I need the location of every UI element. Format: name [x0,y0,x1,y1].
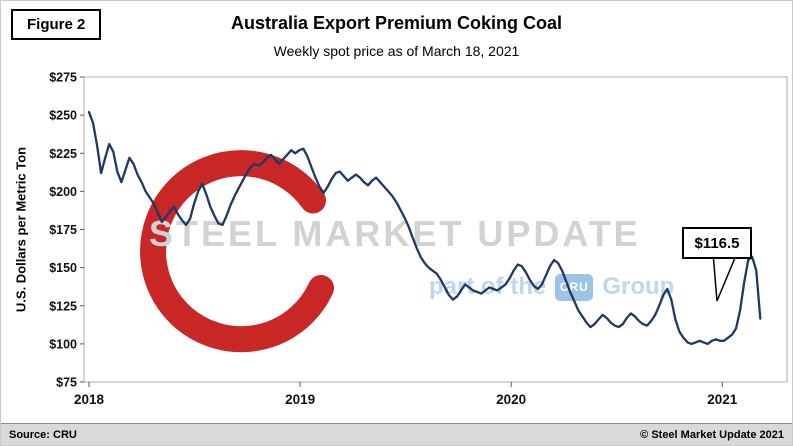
svg-text:$200: $200 [49,185,77,199]
watermark-subtext-pre: part of the [429,273,547,300]
y-axis-label: U.S. Dollars per Metric Ton [13,146,29,313]
watermark-subtext-post: Group [602,273,675,300]
figure-label: Figure 2 [11,9,102,40]
chart-title: Australia Export Premium Coking Coal [230,13,563,33]
callout-value: $116.5 [682,227,752,259]
svg-text:2018: 2018 [74,392,105,407]
svg-text:$100: $100 [49,337,77,351]
callout-pointer-icon [712,253,738,302]
svg-text:$175: $175 [49,223,77,237]
svg-text:2019: 2019 [285,392,315,407]
svg-text:$225: $225 [49,147,77,161]
svg-text:$125: $125 [49,299,77,313]
chart-subtitle: Weekly spot price as of March 18, 2021 [273,43,520,59]
svg-text:$275: $275 [49,71,77,85]
cru-logo-icon: CRU [555,273,594,301]
svg-text:$75: $75 [56,376,77,390]
footer: Source: CRU © Steel Market Update 2021 [1,423,792,445]
svg-text:$150: $150 [49,261,77,275]
watermark-text: STEEL MARKET UPDATE [149,213,641,254]
svg-text:$250: $250 [49,109,77,123]
copyright-note: © Steel Market Update 2021 [640,428,784,441]
svg-text:2021: 2021 [707,392,738,407]
svg-text:2020: 2020 [496,392,526,407]
watermark-subtext: part of the CRU Group [429,273,674,301]
source-note: Source: CRU [9,428,77,441]
